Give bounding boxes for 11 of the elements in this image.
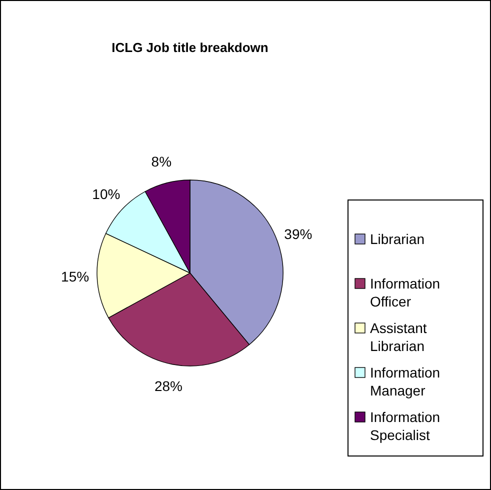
data-label: 8% xyxy=(151,154,172,170)
data-label: 28% xyxy=(154,378,182,394)
chart-title: ICLG Job title breakdown xyxy=(112,40,268,55)
legend-label: Information Officer xyxy=(370,275,440,310)
data-label: 39% xyxy=(284,226,312,242)
legend-label: Information Specialist xyxy=(370,408,440,443)
data-label: 15% xyxy=(61,268,90,285)
data-label: 10% xyxy=(92,186,120,202)
legend-label: Assistant Librarian xyxy=(370,320,427,354)
legend-label: Information Manager xyxy=(370,364,440,398)
legend-label: Librarian xyxy=(370,230,424,247)
